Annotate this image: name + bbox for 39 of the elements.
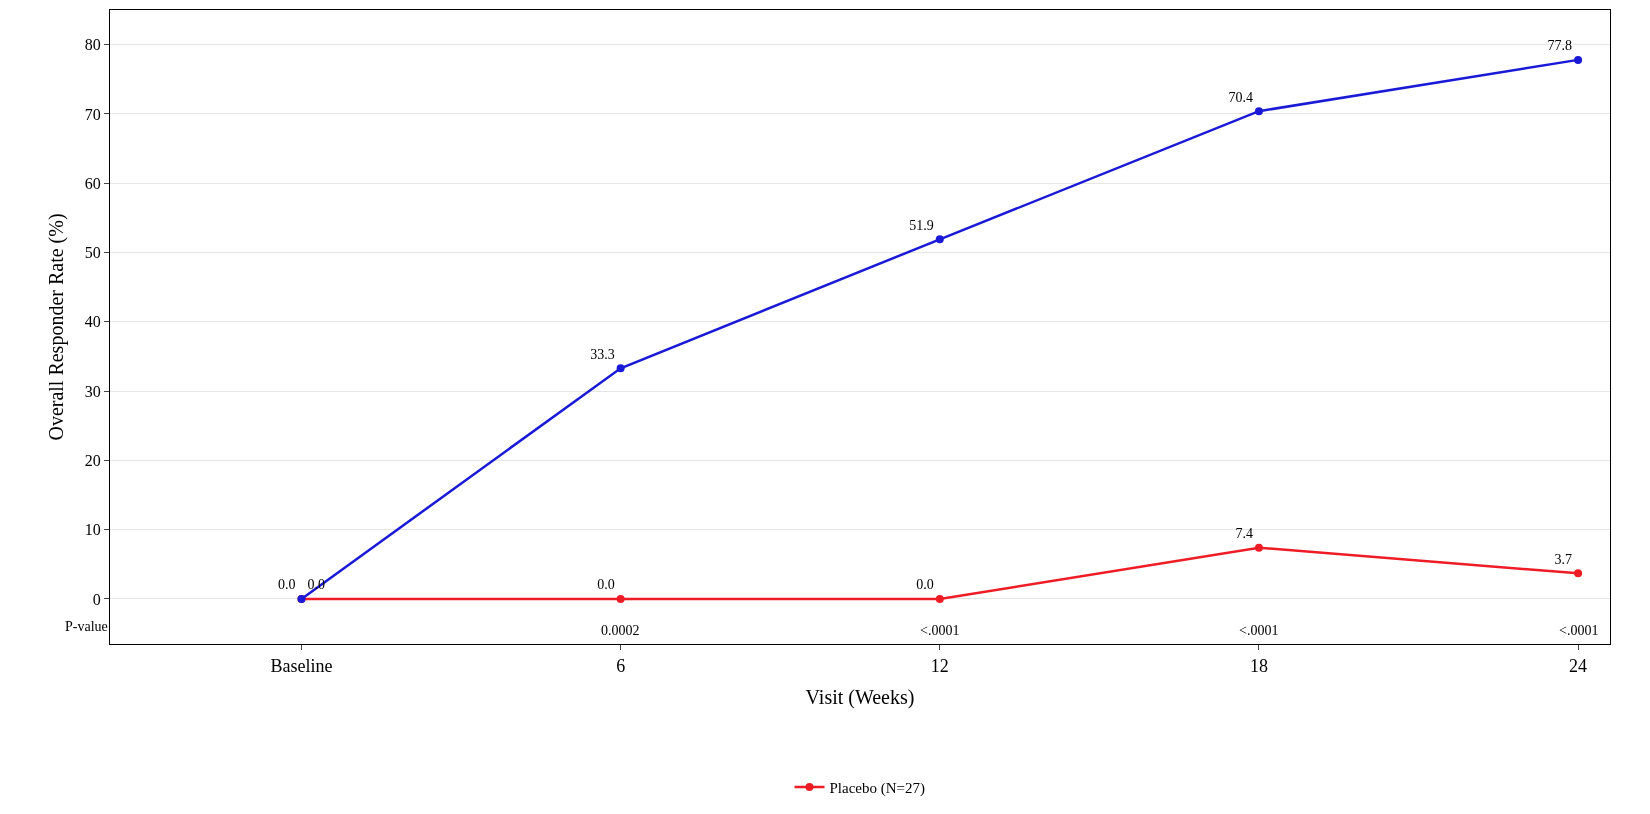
data-label: 7.4 xyxy=(1235,526,1253,542)
y-tick-label: 70 xyxy=(84,105,101,123)
annotation: <.0001 xyxy=(1559,623,1599,638)
annotation: <.0001 xyxy=(920,623,960,638)
point xyxy=(1254,107,1263,116)
data-label: 77.8 xyxy=(1547,38,1573,54)
x-axis-title: Visit (Weeks) xyxy=(805,686,915,710)
point xyxy=(935,235,944,244)
annotation: 0.0002 xyxy=(601,623,640,638)
annotation: <.0001 xyxy=(1239,623,1279,638)
point xyxy=(616,594,625,603)
data-label: 0.0 xyxy=(597,577,615,593)
data-label: 33.3 xyxy=(590,346,615,362)
data-label: 51.9 xyxy=(909,217,934,233)
x-tick-label: 18 xyxy=(1249,655,1268,676)
y-tick-label: 80 xyxy=(84,36,101,54)
x-tick-label: Baseline xyxy=(270,655,333,676)
y-tick-label: 40 xyxy=(84,313,101,331)
y-axis-title: Overall Responder Rate (%) xyxy=(45,213,69,441)
y-tick-label: 20 xyxy=(84,451,101,469)
data-label: 70.4 xyxy=(1228,89,1253,105)
x-tick-label: 12 xyxy=(930,655,949,676)
y-tick-label: 50 xyxy=(84,244,101,262)
y-tick-label: 60 xyxy=(84,174,101,192)
x-tick-label: 24 xyxy=(1569,655,1588,676)
point xyxy=(1254,543,1263,552)
y-tick-label: 0 xyxy=(92,590,101,608)
text: P-value xyxy=(65,619,108,634)
point xyxy=(616,364,625,373)
data-label: 0.0 xyxy=(277,577,296,593)
legend-label: Placebo (N=27) xyxy=(829,779,926,797)
point xyxy=(1574,569,1583,578)
y-tick-label: 30 xyxy=(84,382,101,400)
point xyxy=(935,594,944,603)
point xyxy=(1574,55,1583,64)
data-label: 3.7 xyxy=(1554,551,1573,567)
y-tick-label: 10 xyxy=(84,521,101,539)
data-label: 0.0 xyxy=(916,577,934,593)
x-tick-label: 6 xyxy=(616,655,626,676)
